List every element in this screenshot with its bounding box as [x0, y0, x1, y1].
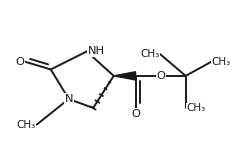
Text: NH: NH: [88, 46, 105, 57]
Text: CH₃: CH₃: [140, 49, 159, 59]
Polygon shape: [114, 72, 136, 80]
Text: CH₃: CH₃: [16, 120, 36, 130]
Text: O: O: [131, 109, 140, 119]
Text: O: O: [157, 71, 166, 81]
Text: O: O: [15, 57, 24, 67]
Text: CH₃: CH₃: [212, 57, 231, 67]
Text: N: N: [64, 94, 73, 104]
Text: CH₃: CH₃: [186, 103, 205, 113]
